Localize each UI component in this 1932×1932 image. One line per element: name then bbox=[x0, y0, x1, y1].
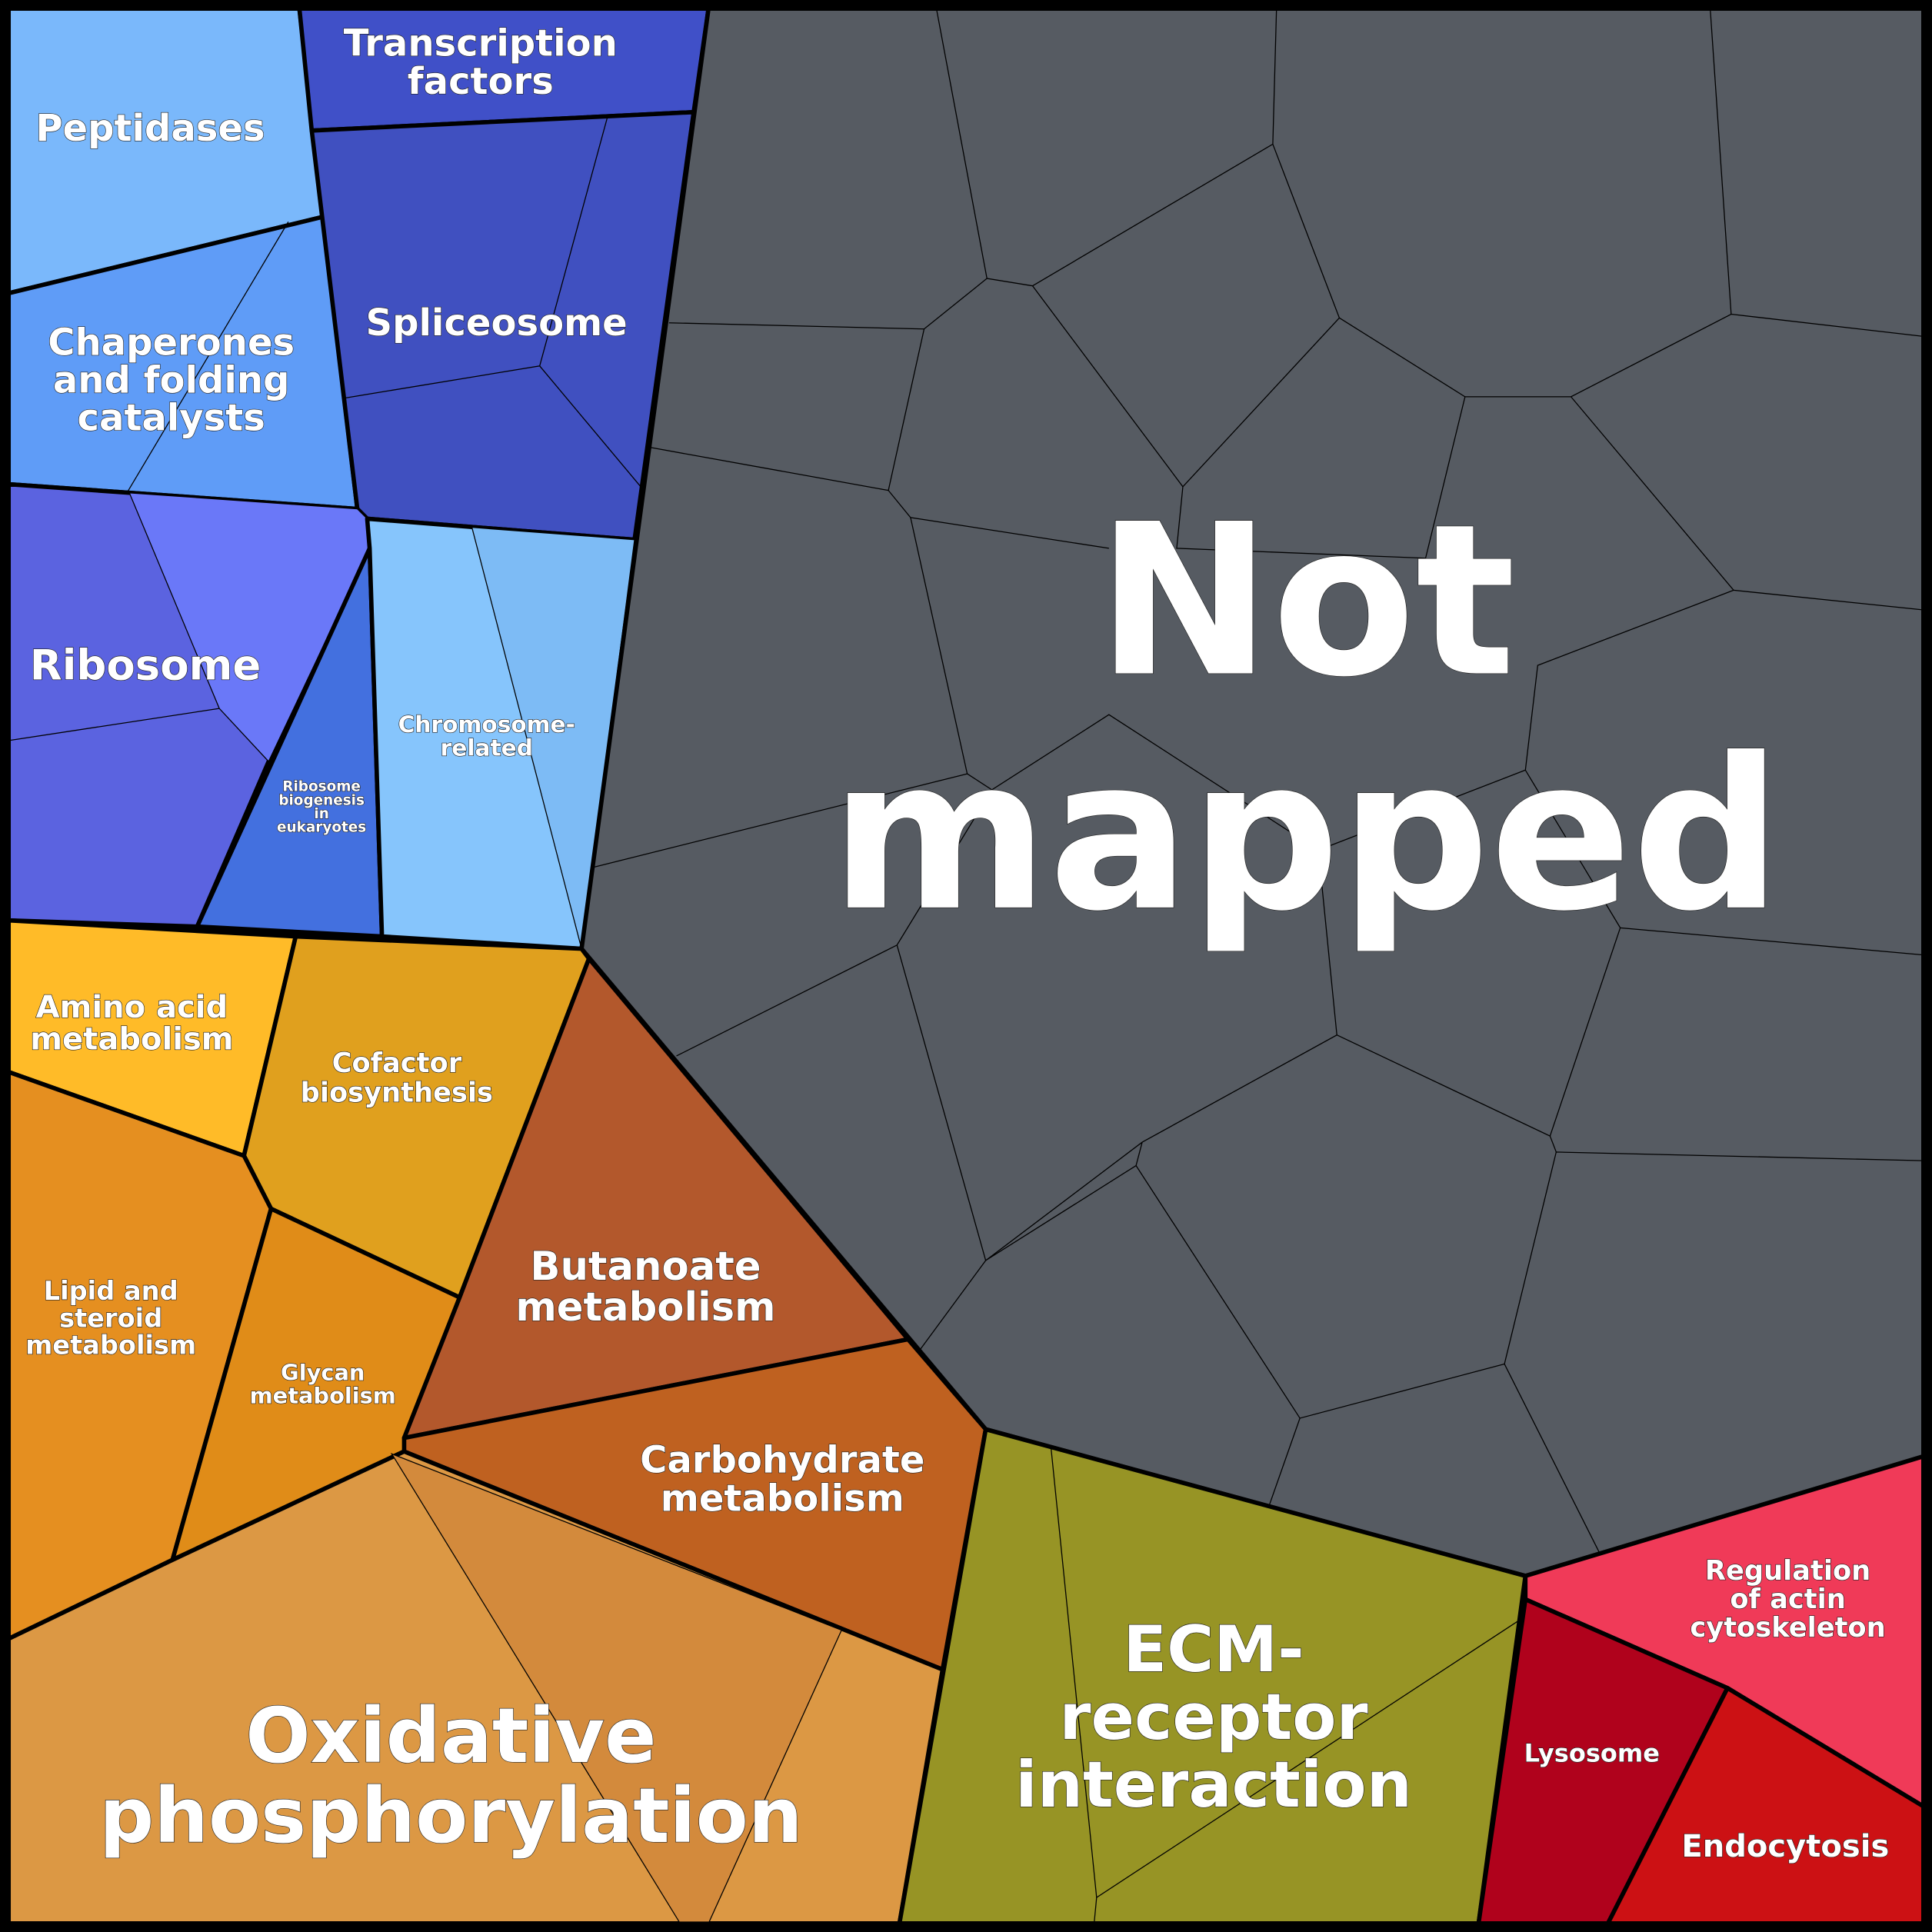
region-label: in bbox=[314, 806, 328, 822]
region-label: receptor bbox=[1059, 1680, 1367, 1754]
region-label: related bbox=[441, 734, 533, 761]
region-label: Lipid and bbox=[44, 1276, 178, 1306]
region-label: Regulation bbox=[1705, 1555, 1870, 1587]
region-label: eukaryotes bbox=[277, 820, 366, 836]
region-label: Spliceosome bbox=[365, 301, 627, 345]
region-label: steroid bbox=[59, 1303, 162, 1333]
region-label: Endocytosis bbox=[1681, 1829, 1889, 1864]
region-label: Chromosome- bbox=[398, 711, 575, 738]
cell-edge bbox=[126, 222, 289, 494]
region-label: mapped bbox=[831, 714, 1782, 958]
region-label: Cofactor bbox=[332, 1048, 462, 1079]
cell-edge bbox=[345, 117, 608, 399]
region-label: phosphorylation bbox=[99, 1772, 802, 1860]
region-label: Butanoate bbox=[530, 1244, 761, 1290]
region-label: Chaperones bbox=[48, 321, 295, 365]
cell-edge bbox=[539, 365, 641, 488]
region-label: of actin bbox=[1730, 1584, 1845, 1615]
region-label: ECM- bbox=[1123, 1612, 1304, 1687]
region-label: Amino acid bbox=[36, 990, 228, 1025]
region-label: and folding bbox=[53, 358, 290, 401]
not-mapped-edges bbox=[592, 8, 1924, 1553]
region-label: metabolism bbox=[25, 1331, 196, 1361]
cell-edge bbox=[1093, 1897, 1098, 1924]
region-label: factors bbox=[408, 60, 554, 103]
region-label: cytoskeleton bbox=[1690, 1612, 1885, 1644]
region-label: biosynthesis bbox=[301, 1078, 493, 1109]
region-label: Glycan bbox=[281, 1359, 365, 1385]
region-label: Ribosome bbox=[30, 640, 261, 689]
region-label: interaction bbox=[1015, 1747, 1412, 1822]
region-label: Peptidases bbox=[35, 107, 265, 150]
region-label: metabolism bbox=[30, 1022, 233, 1058]
region-label: Ribosome bbox=[282, 779, 361, 795]
cell-edge bbox=[8, 708, 220, 741]
region-label: Oxidative bbox=[245, 1692, 656, 1780]
region-label: Lysosome bbox=[1524, 1738, 1660, 1767]
region-label: biogenesis bbox=[278, 792, 365, 808]
region-label: metabolism bbox=[250, 1383, 396, 1409]
region-label: metabolism bbox=[515, 1284, 775, 1331]
region-label: metabolism bbox=[661, 1477, 904, 1520]
region-label: Not bbox=[1097, 479, 1516, 723]
region-label: catalysts bbox=[78, 396, 265, 439]
region-label: Transcription bbox=[344, 22, 618, 65]
region-label: Carbohydrate bbox=[640, 1439, 924, 1482]
